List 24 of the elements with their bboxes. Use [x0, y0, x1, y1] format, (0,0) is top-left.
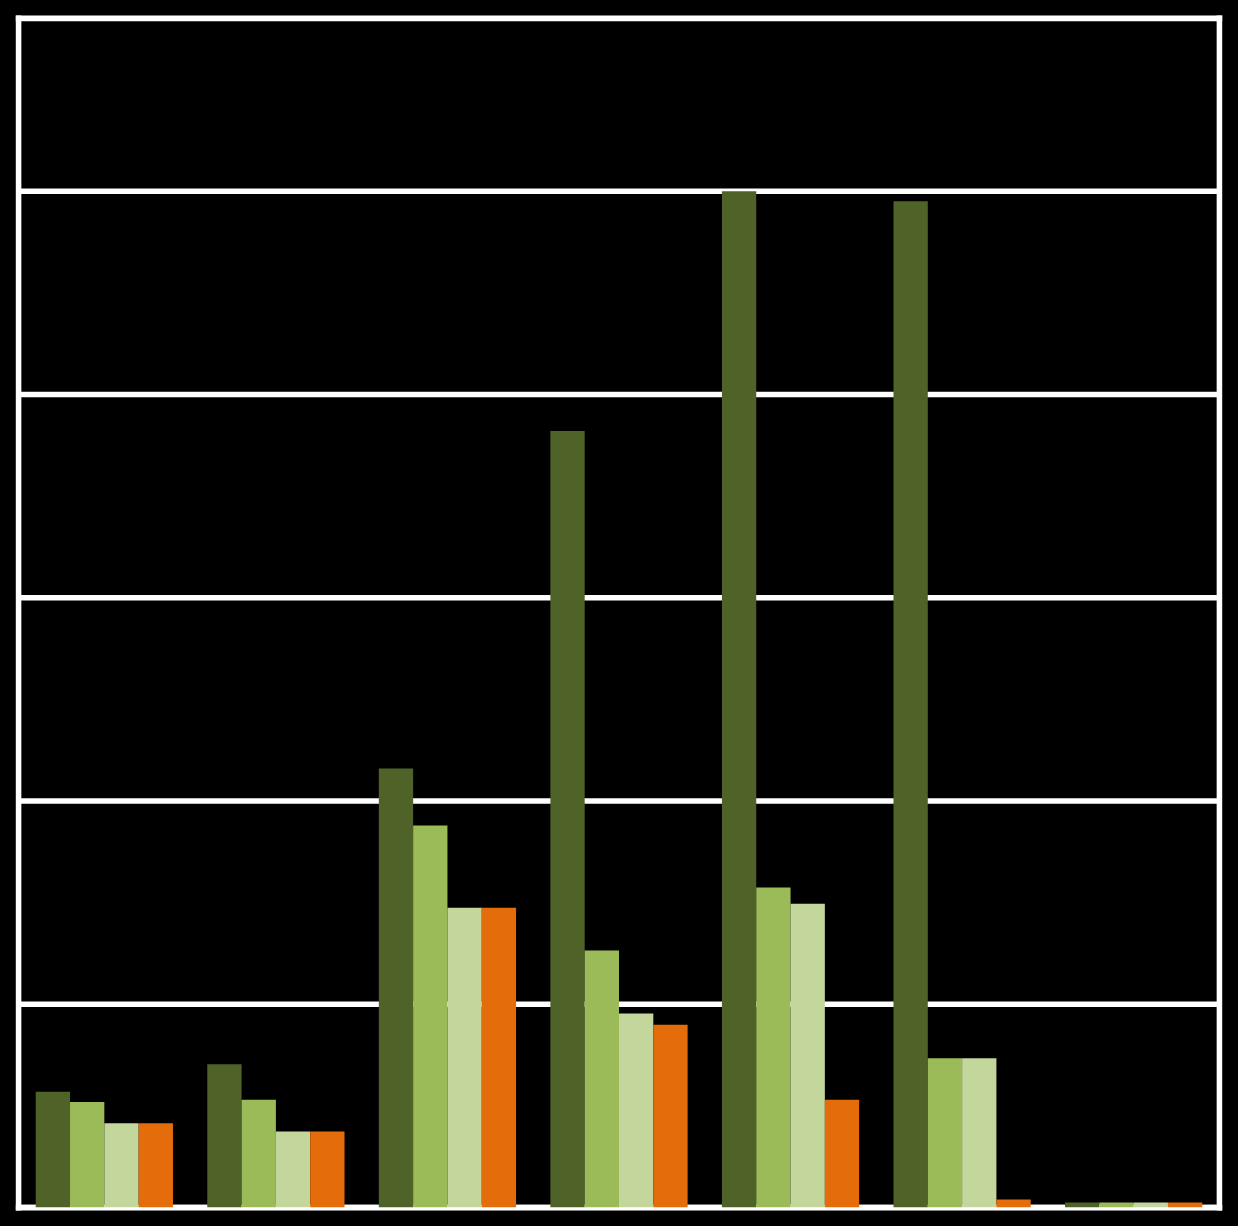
- bar: [927, 1058, 963, 1208]
- bar: [721, 191, 757, 1208]
- bar: [207, 1064, 242, 1208]
- bar: [138, 1123, 173, 1208]
- bar: [70, 1101, 105, 1208]
- bar: [584, 950, 619, 1208]
- bar: [241, 1099, 276, 1208]
- bar: [378, 768, 414, 1208]
- bar: [104, 1123, 139, 1208]
- bar: [790, 903, 825, 1208]
- bar: [310, 1131, 345, 1208]
- bar: [756, 887, 791, 1208]
- bar: [550, 431, 585, 1208]
- bar: [893, 201, 928, 1208]
- bar: [962, 1058, 997, 1208]
- bar: [996, 1199, 1031, 1208]
- bar: [275, 1131, 311, 1208]
- bar: [481, 907, 517, 1208]
- bar: [824, 1099, 860, 1208]
- bar: [35, 1091, 71, 1208]
- bar: [653, 1024, 688, 1208]
- bar: [413, 825, 448, 1208]
- bar: [619, 1013, 654, 1208]
- bar: [447, 907, 482, 1208]
